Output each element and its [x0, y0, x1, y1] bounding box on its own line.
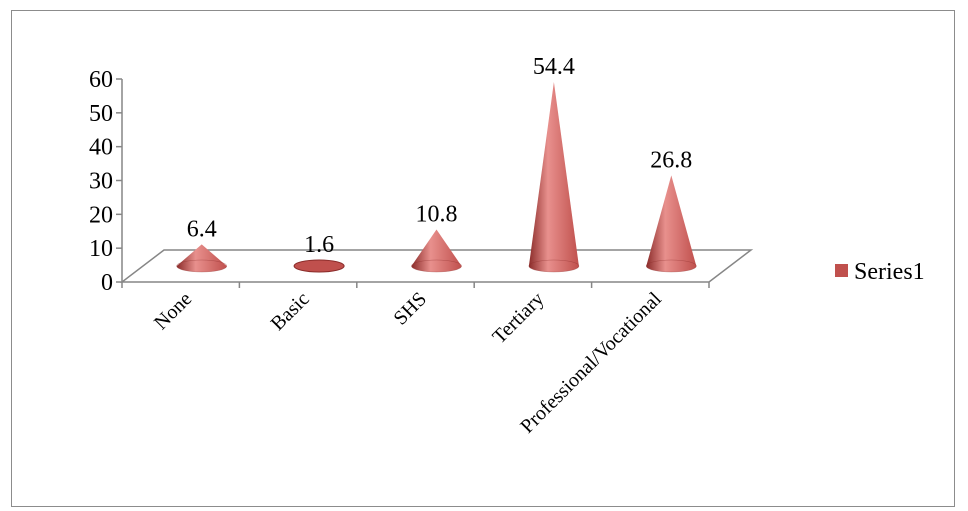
cone-base — [293, 259, 345, 273]
x-category-labels: None Basic SHS Tertiary Professional/Voc… — [150, 288, 666, 438]
cone-bar — [411, 229, 462, 273]
x-category-label: Basic — [267, 288, 314, 335]
x-category-label: Tertiary — [488, 288, 548, 348]
y-tick-label: 60 — [89, 67, 113, 93]
y-tick-label: 20 — [89, 202, 113, 228]
axes-group — [116, 78, 754, 288]
data-label: 10.8 — [416, 201, 458, 227]
x-tick-marks — [121, 282, 710, 288]
x-category-label: SHS — [390, 288, 432, 330]
y-tick-label: 50 — [89, 101, 113, 127]
cone-base — [176, 259, 227, 273]
cone-bar — [176, 244, 227, 273]
cone-body — [411, 229, 462, 272]
floor-plane — [119, 249, 754, 283]
cone-bar — [293, 259, 345, 273]
cone-base — [645, 259, 697, 273]
cone-base — [528, 259, 580, 273]
y-tick-marks — [116, 78, 122, 283]
cone-bar — [528, 81, 580, 273]
y-tick-labels: 0 10 20 30 40 50 60 — [89, 67, 113, 296]
y-tick-label: 40 — [89, 135, 113, 161]
y-tick-label: 10 — [89, 236, 113, 262]
cone-base — [411, 259, 462, 273]
cone-body — [646, 175, 697, 272]
data-labels: 6.4 1.6 10.8 54.4 26.8 — [187, 54, 693, 258]
legend-label: Series1 — [854, 259, 925, 285]
data-label: 6.4 — [187, 216, 217, 242]
legend: Series1 — [835, 259, 925, 285]
y-tick-label: 30 — [89, 169, 113, 195]
data-label: 54.4 — [533, 54, 575, 80]
data-label: 26.8 — [650, 147, 692, 173]
series-cones — [176, 81, 697, 273]
legend-swatch — [835, 264, 848, 277]
cone-body — [176, 244, 227, 272]
x-category-label: None — [150, 288, 196, 334]
data-label: 1.6 — [304, 232, 334, 258]
cone-bar — [645, 175, 697, 273]
y-tick-label: 0 — [101, 270, 113, 296]
cone-body — [528, 81, 579, 272]
chart-frame — [11, 10, 955, 507]
